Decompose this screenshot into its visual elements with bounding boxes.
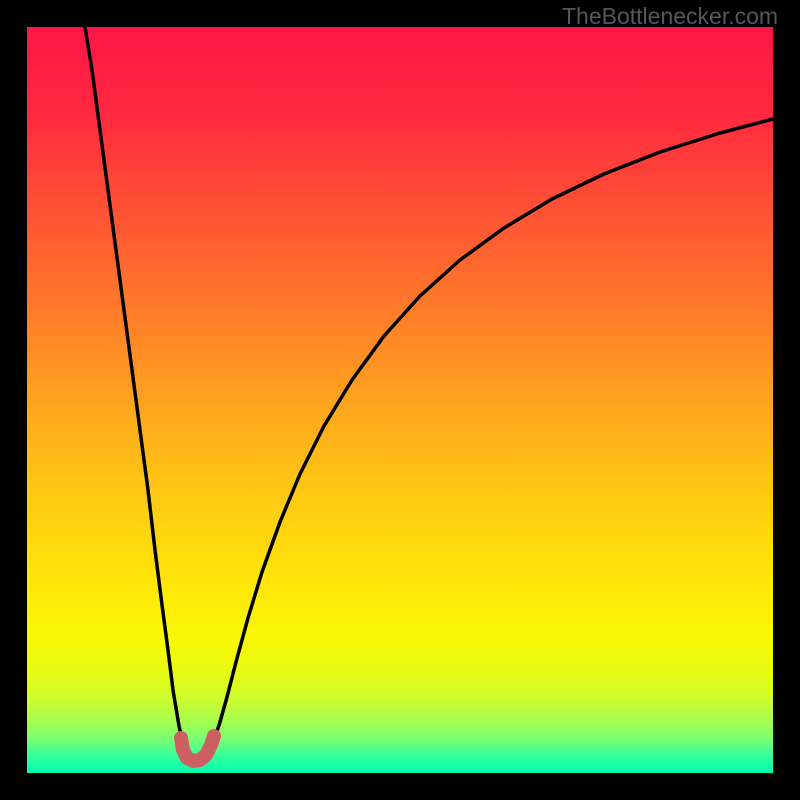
gradient-background xyxy=(27,27,773,773)
chart-stage: TheBottlenecker.com xyxy=(0,0,800,800)
watermark-text: TheBottlenecker.com xyxy=(562,3,778,30)
